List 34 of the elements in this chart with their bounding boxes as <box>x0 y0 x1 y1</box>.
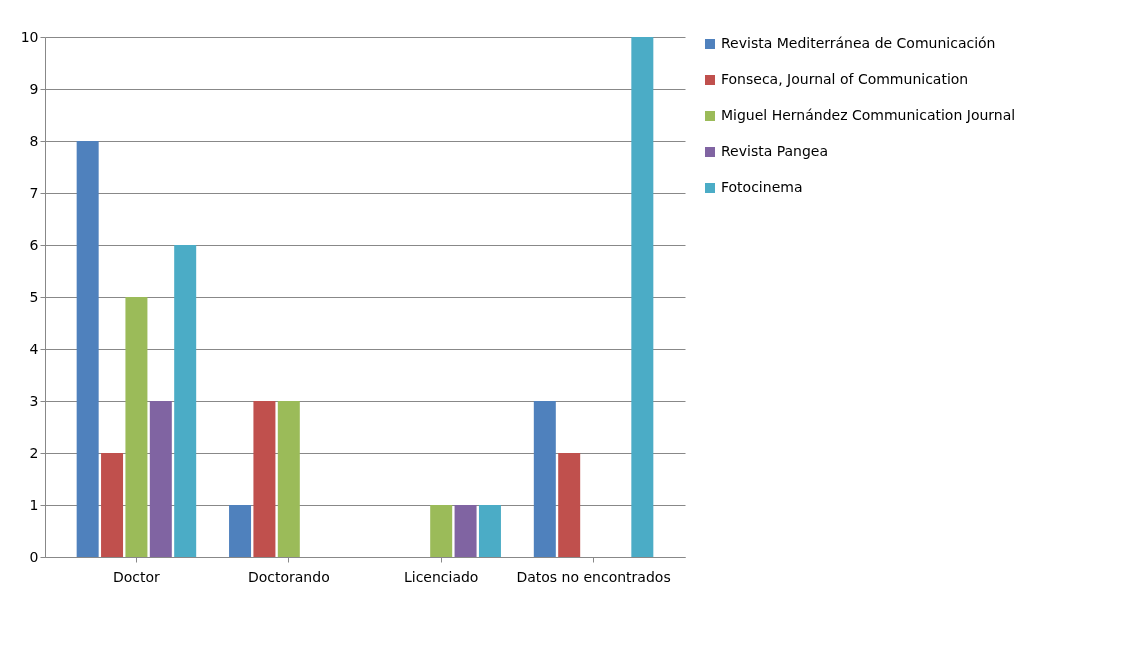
bar <box>277 401 300 557</box>
legend-label: Miguel Hernández Communication Journal <box>721 107 1016 123</box>
bar <box>430 505 453 557</box>
y-tick-label: 3 <box>29 392 39 409</box>
bar <box>454 505 477 557</box>
bar <box>533 401 556 557</box>
bar <box>253 401 276 557</box>
y-tick-label: 8 <box>29 132 39 149</box>
bar <box>101 453 124 557</box>
y-tick-label: 1 <box>29 496 39 513</box>
bar <box>478 505 501 557</box>
legend-label: Fonseca, Journal of Communication <box>721 71 969 87</box>
y-tick-label: 2 <box>29 444 39 461</box>
bar <box>558 453 581 557</box>
bar <box>125 297 148 557</box>
x-tick-label: Doctor <box>113 568 161 585</box>
y-tick-label: 4 <box>29 340 39 357</box>
legend-label: Revista Mediterránea de Comunicación <box>721 35 996 51</box>
y-tick-label: 6 <box>29 236 39 253</box>
y-tick-label: 7 <box>29 184 39 201</box>
x-tick-label: Doctorando <box>247 568 330 585</box>
y-tick-label: 5 <box>29 288 39 305</box>
legend-label: Revista Pangea <box>721 143 829 159</box>
y-tick-label: 10 <box>20 28 39 45</box>
bar <box>229 505 252 557</box>
y-tick-label: 9 <box>29 80 39 97</box>
bar <box>631 37 654 557</box>
y-tick-label: 0 <box>29 548 39 565</box>
bar <box>76 141 99 557</box>
x-tick-label: Datos no encontrados <box>516 568 671 585</box>
x-tick-label: Licenciado <box>403 568 479 585</box>
legend-label: Fotocinema <box>721 179 803 195</box>
bar <box>149 401 172 557</box>
bar <box>174 245 197 557</box>
